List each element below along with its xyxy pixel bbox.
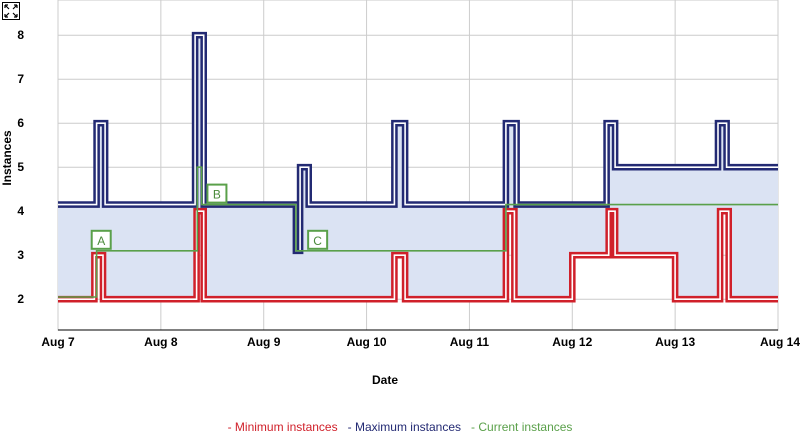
maximum-instances-line-inner [58,34,778,252]
y-tick-label: 8 [17,28,24,42]
legend-current: - Current instances [471,420,573,434]
x-axis-label: Date [372,373,398,387]
annotations: A B C [90,183,329,250]
annotation-a-label: A [97,234,105,248]
y-tick-label: 7 [17,72,24,86]
legend-minimum: - Minimum instances [227,420,338,434]
legend: - Minimum instances - Maximum instances … [0,420,800,434]
x-tick-label: Aug 13 [655,335,695,349]
x-tick-label: Aug 14 [760,335,800,349]
current-instances-line [58,166,778,298]
annotation-b-label: B [213,188,221,202]
expand-arrows-icon [4,4,18,18]
expand-button[interactable] [2,2,20,20]
x-tick-label: Aug 12 [552,335,592,349]
legend-maximum: - Maximum instances [347,420,462,434]
annotation-a-box [90,229,112,250]
annotation-c-box [307,229,329,250]
min-max-range-band [58,35,778,300]
x-tick-label: Aug 10 [347,335,387,349]
y-tick-label: 3 [17,248,24,262]
y-tick-label: 6 [17,116,24,130]
annotation-b-box [206,183,228,204]
series-lines [58,31,778,303]
y-tick-labels: 2 3 4 5 6 7 8 [17,28,24,306]
x-tick-label: Aug 8 [144,335,178,349]
annotation-c-label: C [313,234,322,248]
y-tick-label: 5 [17,160,24,174]
y-axis-label: Instances [0,130,14,186]
minimum-instances-line-inner [58,210,778,300]
x-tick-label: Aug 11 [450,335,490,349]
y-tick-label: 4 [17,204,24,218]
x-tick-label: Aug 9 [247,335,281,349]
x-tick-labels: Aug 7 Aug 8 Aug 9 Aug 10 Aug 11 Aug 12 Aug 13 A… [41,335,800,349]
y-tick-label: 2 [17,292,24,306]
x-tick-label: Aug 7 [41,335,75,349]
